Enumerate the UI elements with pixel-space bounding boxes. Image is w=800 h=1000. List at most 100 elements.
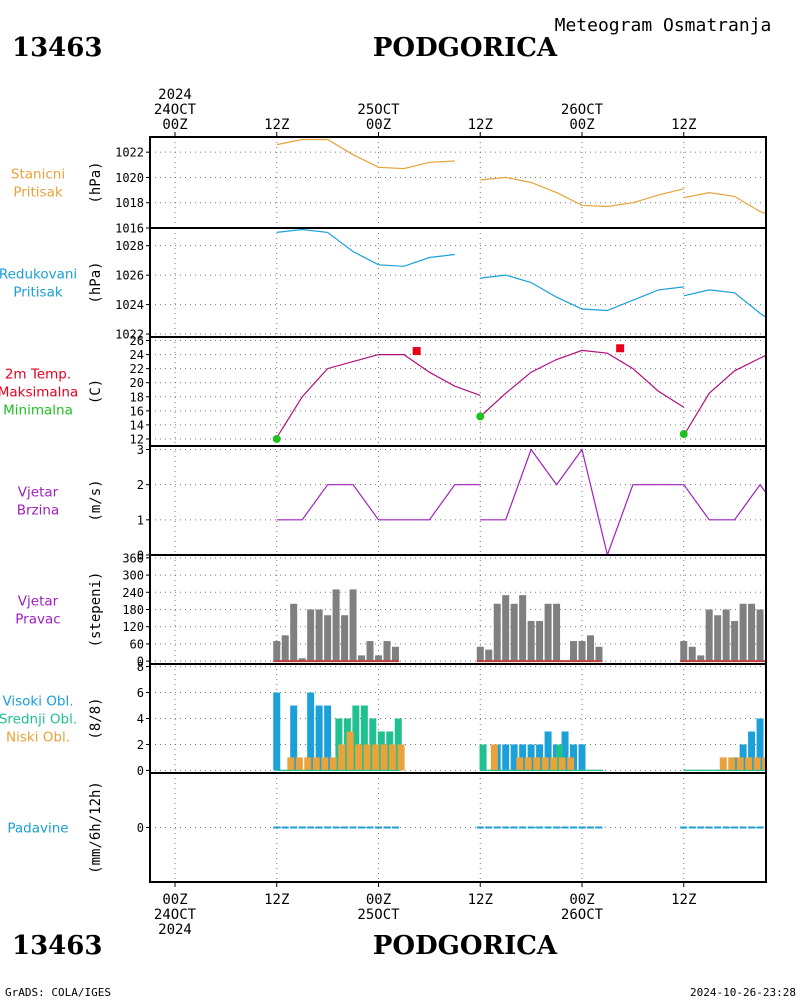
y-tick-label: 6 <box>137 686 144 700</box>
y-tick-label: 8 <box>137 660 144 674</box>
plot-area <box>150 446 766 555</box>
cloud-bar <box>324 705 332 771</box>
cloud-bar <box>321 757 329 771</box>
y-tick-label: 240 <box>122 586 144 600</box>
wind-direction-bar <box>748 603 756 662</box>
wind-direction-bar <box>273 641 281 662</box>
y-tick-label: 18 <box>130 390 144 404</box>
y-tick-label: 1022 <box>115 146 144 160</box>
wind-direction-bar <box>358 655 366 662</box>
min-temp-marker <box>476 412 485 421</box>
cloud-bar <box>363 744 371 771</box>
wind-direction-bar <box>536 620 544 662</box>
wind-direction-bar <box>281 635 289 662</box>
cloud-bar <box>355 744 363 771</box>
y-axis-label: (m/s) <box>88 479 104 521</box>
cloud-bar <box>533 757 541 771</box>
y-tick-label: 60 <box>130 637 144 651</box>
panel: 0 60 120 180 240 300 360 (stepeni) Vjetar Pravac <box>15 551 797 669</box>
y-axis-label: (hPa) <box>88 261 104 303</box>
y-tick-label: 300 <box>122 569 144 583</box>
series-line <box>683 483 766 521</box>
chart-subtitle: Meteogram Osmatranja <box>555 15 772 36</box>
time-label: 00Z <box>569 892 594 908</box>
y-tick-label: 4 <box>137 712 144 726</box>
panel-label: Visoki Obl. <box>2 694 73 710</box>
panel-label: Vjetar <box>18 594 59 610</box>
time-label: 12Z <box>671 892 696 908</box>
wind-direction-bar <box>383 641 391 662</box>
panel-frame <box>149 227 767 338</box>
time-label: 2024 <box>158 922 192 938</box>
panel-label: Niski Obl. <box>6 730 70 746</box>
panel-label: Pritisak <box>13 285 63 301</box>
y-tick-label: 22 <box>130 362 144 376</box>
precip-bar <box>366 826 374 829</box>
y-axis-label: (mm/6h/12h) <box>88 781 104 874</box>
cloud-bar <box>524 757 532 771</box>
precip-bar <box>748 826 756 829</box>
wind-direction-bar <box>680 641 688 662</box>
panel-label: Padavine <box>7 821 68 837</box>
wind-direction-bar <box>332 589 340 662</box>
series-line <box>683 289 766 318</box>
wind-direction-bar <box>595 646 603 662</box>
time-label: 26OCT <box>561 907 604 923</box>
time-label: 2024 <box>158 87 192 103</box>
precip-bar <box>315 826 323 829</box>
cloud-bar <box>380 744 388 771</box>
y-axis-label: (8/8) <box>88 697 104 739</box>
time-label: 12Z <box>264 892 289 908</box>
y-axis-label: (C) <box>88 379 104 404</box>
y-tick-label: 2 <box>137 478 144 492</box>
series-line <box>683 191 766 215</box>
station-id-bottom: 13463 <box>12 931 102 961</box>
precip-bar <box>375 826 382 829</box>
precip-bar <box>782 827 789 829</box>
precip-bar <box>281 826 289 829</box>
panel-label: Stanicni <box>11 167 65 183</box>
series-line <box>480 448 684 555</box>
panel-frame <box>149 445 767 556</box>
wind-direction-bar <box>324 615 332 662</box>
cloud-bar <box>372 744 380 771</box>
y-tick-label: 1020 <box>115 171 144 185</box>
time-label: 24OCT <box>154 102 197 118</box>
precip-bar <box>697 826 705 829</box>
wind-direction-bar <box>790 647 797 661</box>
time-label: 12Z <box>671 117 696 133</box>
y-tick-label: 120 <box>122 620 144 634</box>
panel: 0 2 4 6 8 (8/8) Visoki Obl. Srednji Obl. Niski O… <box>0 660 767 778</box>
wind-direction-bar <box>697 655 705 662</box>
precip-bar <box>324 826 332 829</box>
wind-direction-bar <box>502 595 510 662</box>
precip-bar <box>688 826 696 829</box>
precip-bar <box>595 826 603 829</box>
cloud-bar <box>510 744 518 771</box>
cloud-bar <box>346 731 354 771</box>
panel-label: Maksimalna <box>0 385 78 401</box>
wind-direction-bar <box>315 609 323 662</box>
cloud-bar <box>479 744 487 771</box>
station-id-top: 13463 <box>12 33 102 63</box>
precip-bar <box>680 826 688 829</box>
cloud-bar <box>558 757 566 771</box>
plot-area <box>150 773 789 882</box>
panel-frame <box>149 136 767 229</box>
cloud-bar <box>304 757 312 771</box>
wind-direction-bar <box>586 635 594 662</box>
precip-bar <box>493 826 501 829</box>
precip-bar <box>561 826 569 829</box>
min-temp-marker <box>272 434 281 443</box>
plot-area <box>150 337 766 446</box>
precip-bar <box>527 826 535 829</box>
cloud-bar <box>728 757 736 771</box>
wind-direction-bar <box>553 603 561 662</box>
cloud-bar <box>502 744 510 771</box>
wind-direction-bar <box>578 641 586 662</box>
precip-bar <box>383 826 391 829</box>
panel: 1022 1024 1026 1028 (hPa) Redukovani Pritisak <box>0 227 767 342</box>
y-axis-label: (hPa) <box>88 161 104 203</box>
precip-bar <box>358 826 366 829</box>
